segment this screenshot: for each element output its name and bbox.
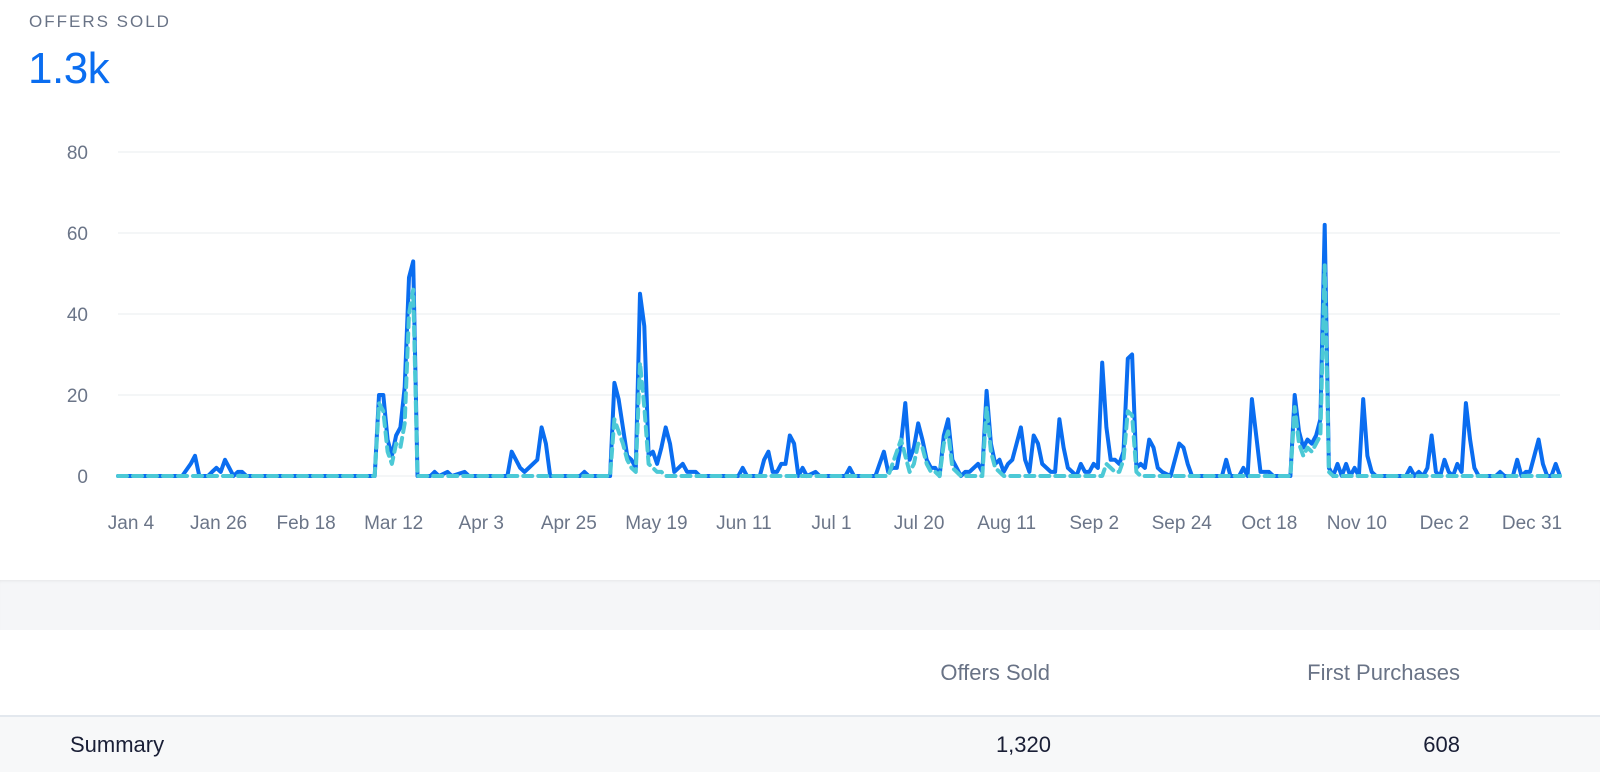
table-header: Offers Sold First Purchases: [0, 630, 1600, 717]
line-chart: 0 20 40 60 80 Jan 4 Jan 26 Feb 18 Mar 12 Apr 3 Ap…: [67, 143, 1562, 534]
x-tick-label: Aug 11: [977, 513, 1036, 534]
x-tick-label: Jan 4: [108, 513, 155, 534]
row-label: Summary: [70, 732, 165, 757]
y-tick-label: 40: [67, 305, 88, 326]
y-tick-label: 80: [67, 143, 88, 164]
x-tick-label: May 19: [625, 513, 687, 534]
summary-table: Offers Sold First Purchases Summary 1,32…: [0, 630, 1600, 772]
series-line-first-purchases: [116, 263, 1562, 478]
section-divider: [0, 580, 1600, 630]
x-tick-label: Nov 10: [1327, 513, 1387, 534]
y-axis-ticks: 0 20 40 60 80: [67, 143, 88, 488]
row-first-purchases-value: 608: [1423, 732, 1460, 757]
table-row: Summary 1,320 608: [0, 717, 1600, 772]
x-tick-label: Jun 11: [716, 513, 772, 534]
x-tick-label: Dec 2: [1420, 513, 1470, 534]
column-header-offers-sold[interactable]: Offers Sold: [940, 660, 1050, 685]
row-offers-sold-value: 1,320: [995, 732, 1051, 757]
x-tick-label: Dec 31: [1502, 513, 1562, 534]
series-line-offers-sold: [116, 222, 1562, 478]
metric-value: 1.3k: [28, 44, 110, 93]
x-tick-label: Jul 1: [811, 513, 851, 534]
x-tick-label: Jul 20: [894, 513, 945, 534]
x-tick-label: Sep 24: [1152, 513, 1213, 534]
metric-label: OFFERS SOLD: [29, 12, 171, 31]
x-axis-ticks: Jan 4 Jan 26 Feb 18 Mar 12 Apr 3 Apr 25 May 19…: [108, 513, 1562, 534]
x-tick-label: Jan 26: [190, 513, 247, 534]
chart-gridlines: [118, 151, 1560, 477]
x-tick-label: Feb 18: [277, 513, 336, 534]
chart-series: [116, 222, 1562, 478]
x-tick-label: Mar 12: [364, 513, 423, 534]
x-tick-label: Apr 25: [541, 513, 597, 534]
x-tick-label: Apr 3: [459, 513, 504, 534]
y-tick-label: 20: [67, 386, 88, 407]
x-tick-label: Oct 18: [1241, 513, 1297, 534]
y-tick-label: 0: [77, 467, 88, 488]
x-tick-label: Sep 2: [1069, 513, 1119, 534]
column-header-first-purchases[interactable]: First Purchases: [1307, 660, 1460, 685]
y-tick-label: 60: [67, 224, 88, 245]
